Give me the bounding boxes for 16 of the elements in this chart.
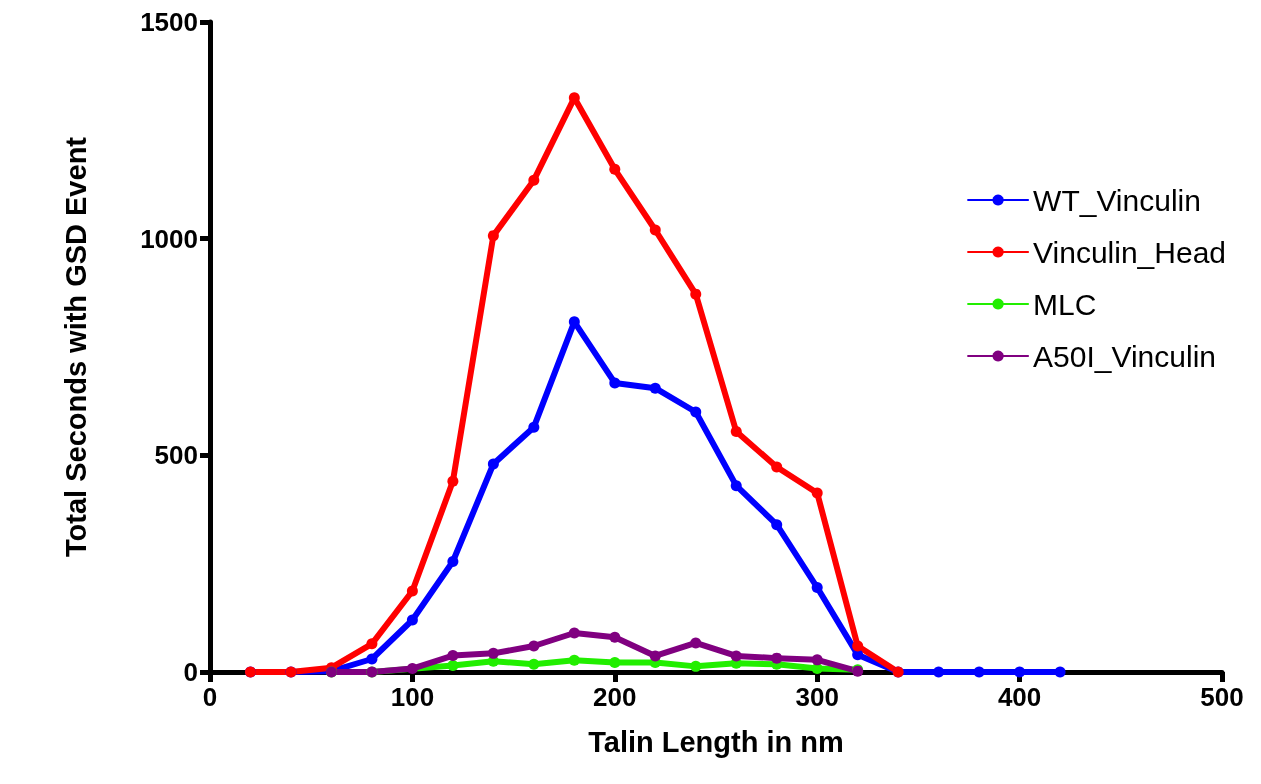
x-tick-label: 300 xyxy=(795,682,839,712)
legend-label: WT_Vinculin xyxy=(1033,183,1201,217)
y-tick-label: 500 xyxy=(154,440,198,471)
x-tick-label: 100 xyxy=(390,682,435,712)
y-tick-label: 0 xyxy=(183,657,198,687)
legend-label: MLC xyxy=(1033,287,1097,321)
x-tick-label: 400 xyxy=(997,682,1042,712)
y-tick-label: 1500 xyxy=(140,7,198,37)
x-tick-label: 500 xyxy=(1200,682,1244,712)
y-axis-title: Total Seconds with GSD Event xyxy=(59,136,92,558)
legend-label: Vinculin_Head xyxy=(1033,235,1226,269)
x-tick-label: 0 xyxy=(202,682,218,712)
y-tick-label: 1000 xyxy=(140,223,198,254)
x-tick-label: 200 xyxy=(593,682,637,712)
x-axis-title: Talin Length in nm xyxy=(588,725,844,758)
legend-label: A50I_Vinculin xyxy=(1033,339,1216,373)
